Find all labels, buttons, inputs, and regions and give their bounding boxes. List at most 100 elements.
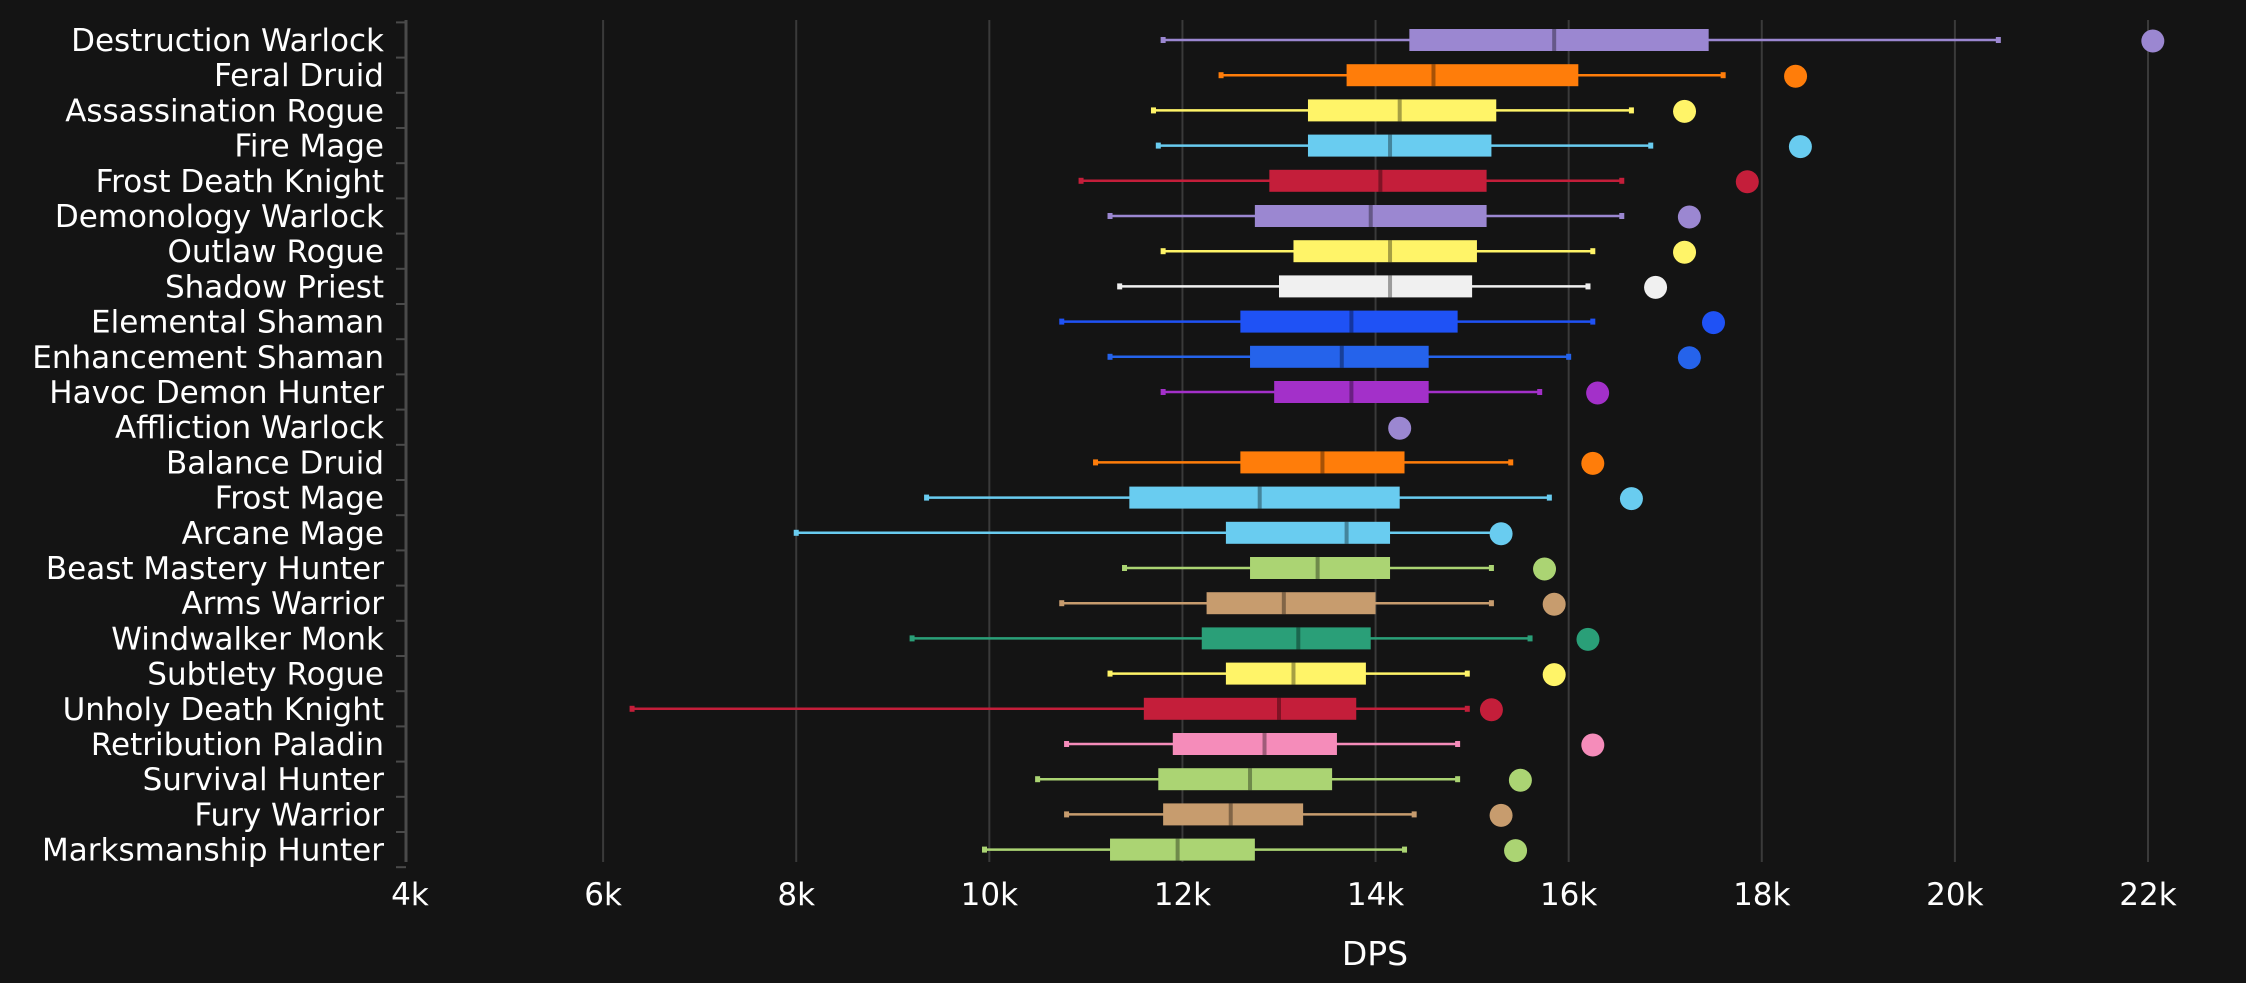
category-label: Affliction Warlock — [115, 410, 384, 446]
whisker-min-cap — [1122, 565, 1128, 571]
category-label: Frost Death Knight — [96, 164, 384, 200]
category-label: Marksmanship Hunter — [42, 833, 384, 869]
y-axis — [396, 20, 408, 869]
median-marker — [1262, 733, 1267, 755]
max-point — [1677, 205, 1701, 229]
iqr-box — [1409, 29, 1709, 51]
row-marksmanship-hunter: Marksmanship Hunter — [42, 833, 1528, 869]
iqr-box — [1225, 521, 1391, 544]
category-label: Windwalker Monk — [111, 621, 384, 657]
row-beast-mastery-hunter: Beast Mastery Hunter — [46, 551, 1557, 587]
iqr-box — [1250, 557, 1391, 579]
whisker-min-cap — [1155, 142, 1161, 149]
median-marker — [1339, 345, 1344, 368]
row-balance-druid: Balance Druid — [166, 445, 1605, 481]
iqr-box — [1172, 733, 1337, 755]
row-arms-warrior: Arms Warrior — [181, 586, 1566, 622]
x-tick-label: 16k — [1540, 877, 1597, 913]
category-label: Demonology Warlock — [55, 199, 384, 235]
row-feral-druid: Feral Druid — [214, 58, 1808, 94]
category-label: Retribution Paladin — [91, 727, 384, 763]
iqr-box — [1110, 838, 1255, 861]
row-assassination-rogue: Assassination Rogue — [65, 93, 1697, 129]
category-label: Balance Druid — [166, 445, 384, 481]
max-point — [1504, 839, 1528, 863]
median-marker — [1228, 803, 1233, 826]
iqr-box — [1269, 169, 1487, 192]
whisker-min-cap — [1107, 213, 1113, 219]
row-demonology-warlock: Demonology Warlock — [55, 199, 1701, 235]
row-windwalker-monk: Windwalker Monk — [111, 621, 1600, 657]
iqr-box — [1225, 662, 1366, 685]
whisker-max-cap — [1537, 389, 1543, 395]
median-marker — [1248, 768, 1253, 791]
category-label: Assassination Rogue — [65, 93, 384, 129]
iqr-box — [1240, 451, 1405, 474]
iqr-box — [1346, 64, 1579, 87]
whisker-max-cap — [1566, 353, 1572, 360]
row-destruction-warlock: Destruction Warlock — [71, 23, 2165, 59]
category-label: Enhancement Shaman — [32, 340, 384, 376]
whisker-max-cap — [1464, 670, 1470, 677]
iqr-box — [1274, 381, 1429, 403]
median-marker — [1257, 486, 1262, 509]
whisker-min-cap — [1107, 353, 1113, 360]
x-axis-title: DPS — [1342, 934, 1408, 973]
category-label: Shadow Priest — [165, 269, 384, 305]
max-point — [1533, 557, 1557, 581]
whisker-min-cap — [909, 635, 915, 642]
x-tick-label: 12k — [1154, 877, 1211, 913]
category-label: Feral Druid — [214, 58, 384, 94]
max-point — [1479, 698, 1503, 722]
median-marker — [1388, 240, 1393, 263]
whisker-min-cap — [1160, 389, 1166, 395]
max-point — [1388, 416, 1412, 440]
max-point — [2141, 29, 2165, 53]
median-marker — [1349, 310, 1354, 333]
max-point — [1542, 592, 1566, 616]
whisker-min-cap — [1117, 283, 1123, 290]
max-point — [1619, 487, 1643, 511]
median-marker — [1344, 521, 1349, 544]
iqr-box — [1129, 486, 1400, 509]
whisker-max-cap — [1546, 494, 1552, 501]
max-point — [1644, 275, 1668, 299]
median-marker — [1378, 169, 1383, 192]
whisker-max-cap — [1508, 459, 1514, 466]
row-frost-mage: Frost Mage — [215, 481, 1643, 517]
category-label: Destruction Warlock — [71, 23, 384, 59]
median-marker — [1281, 592, 1286, 615]
x-tick-label: 20k — [1926, 877, 1983, 913]
row-arcane-mage: Arcane Mage — [182, 516, 1513, 552]
median-marker — [1397, 99, 1402, 122]
iqr-box — [1307, 99, 1497, 122]
max-point — [1581, 733, 1605, 757]
iqr-box — [1201, 627, 1371, 650]
max-point — [1735, 170, 1759, 194]
category-label: Fury Warrior — [194, 797, 384, 833]
whisker-max-cap — [1590, 318, 1596, 325]
category-label: Unholy Death Knight — [63, 692, 384, 728]
x-tick-label: 22k — [2119, 877, 2176, 913]
category-label: Outlaw Rogue — [167, 234, 384, 270]
row-unholy-death-knight: Unholy Death Knight — [63, 692, 1503, 728]
iqr-box — [1254, 205, 1487, 227]
whisker-max-cap — [1619, 177, 1625, 184]
iqr-box — [1143, 697, 1357, 720]
iqr-box — [1240, 310, 1458, 333]
category-label: Havoc Demon Hunter — [49, 375, 384, 411]
whisker-max-cap — [1995, 37, 2001, 43]
row-subtlety-rogue: Subtlety Rogue — [147, 657, 1566, 693]
median-marker — [1349, 381, 1354, 403]
whisker-max-cap — [1455, 776, 1461, 783]
x-gridlines — [602, 20, 2149, 862]
median-marker — [1431, 64, 1436, 87]
max-point — [1508, 768, 1532, 792]
whisker-min-cap — [1107, 670, 1113, 677]
whisker-min-cap — [629, 705, 635, 712]
iqr-box — [1206, 592, 1376, 615]
max-point — [1673, 99, 1697, 123]
row-elemental-shaman: Elemental Shaman — [91, 305, 1725, 341]
